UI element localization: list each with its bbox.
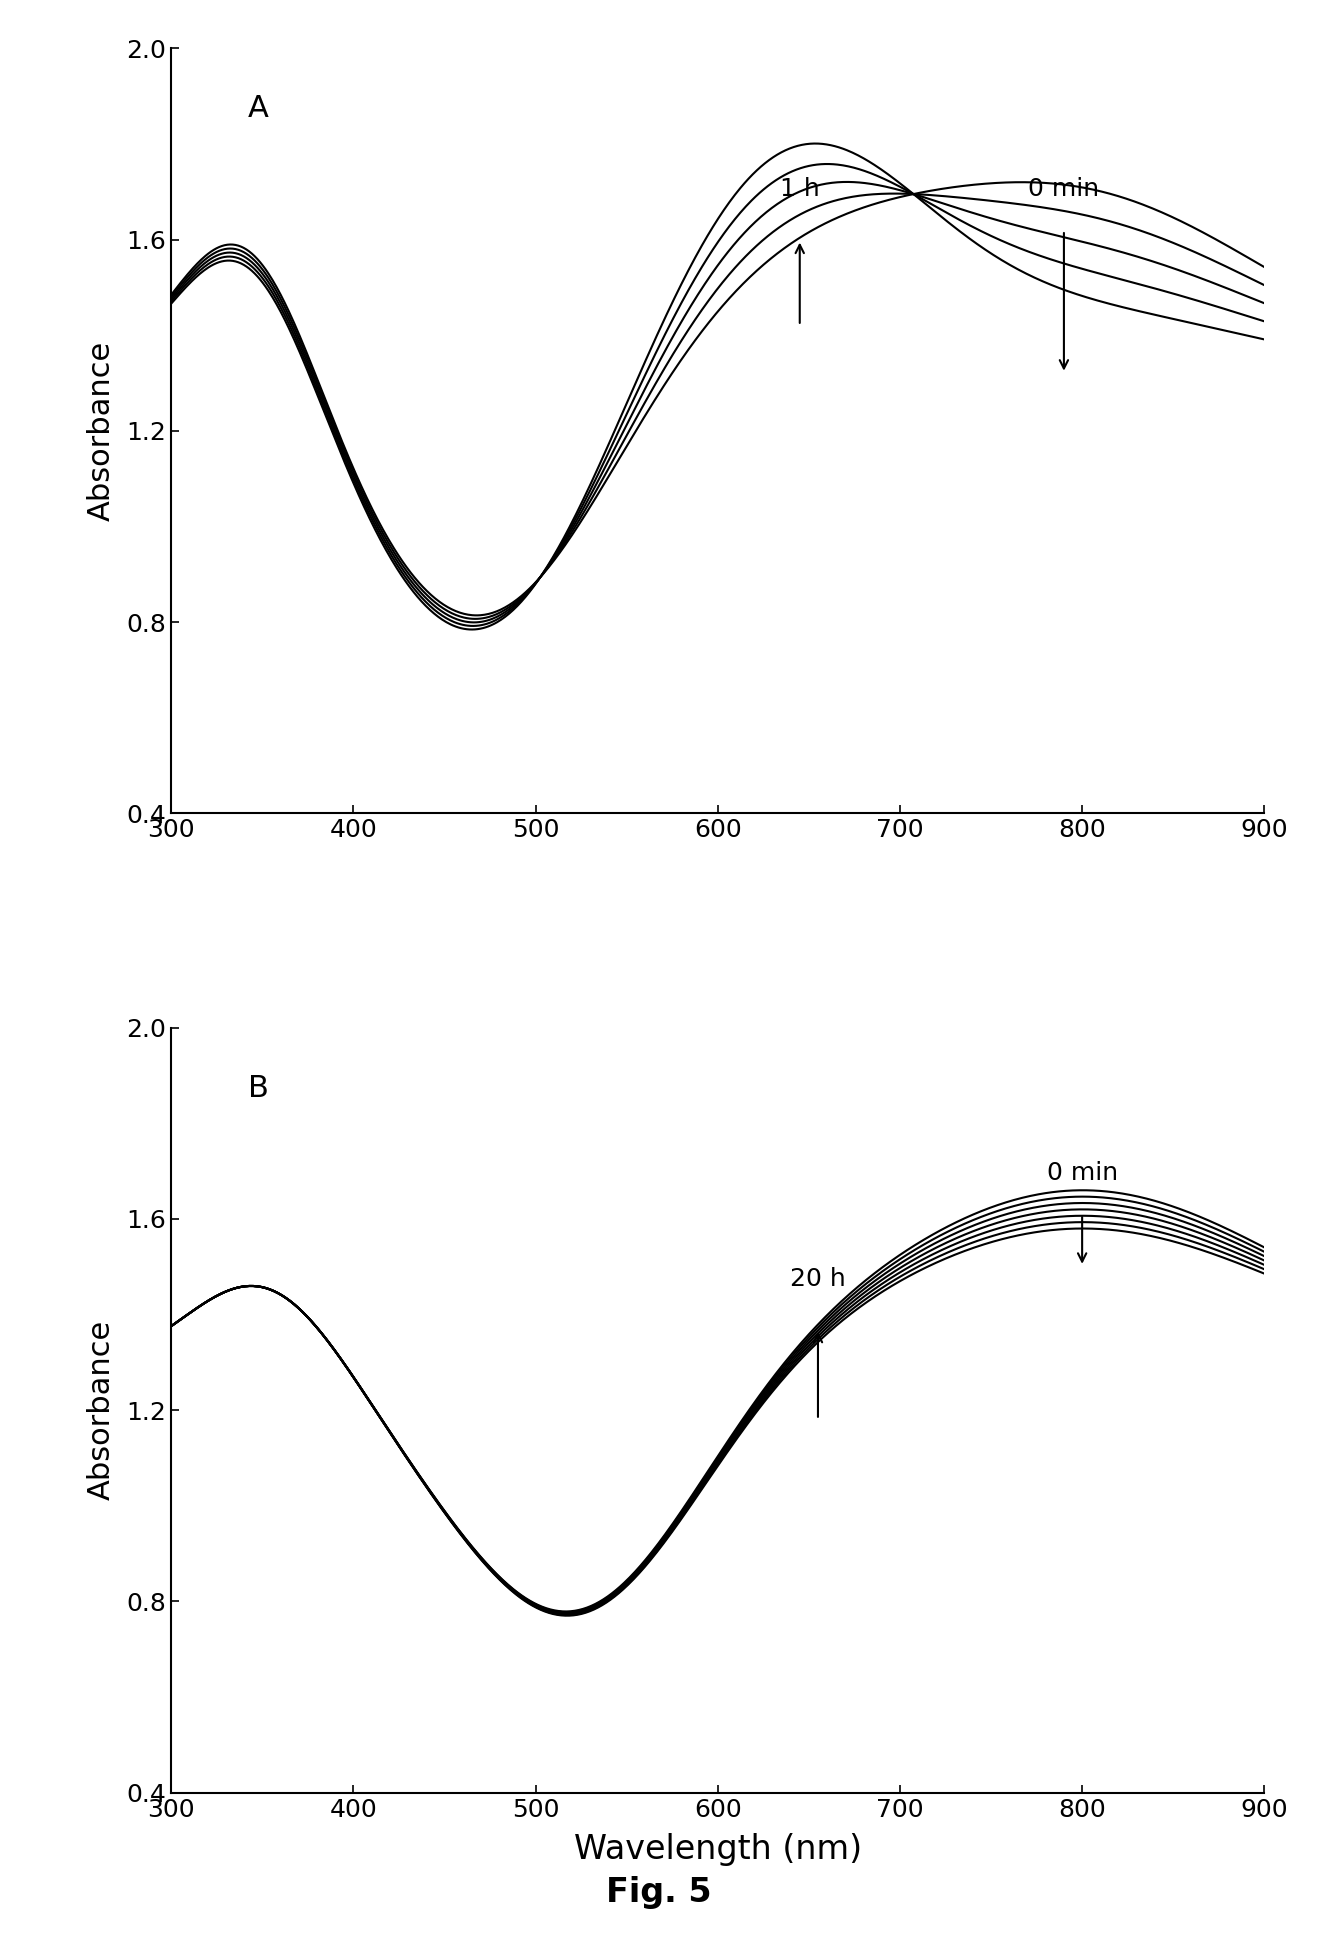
Text: 0 min: 0 min <box>1029 178 1100 202</box>
Y-axis label: Absorbance: Absorbance <box>87 341 116 521</box>
Text: 1 h: 1 h <box>780 178 819 202</box>
Text: A: A <box>248 95 269 124</box>
Text: Fig. 5: Fig. 5 <box>606 1876 711 1909</box>
Text: 0 min: 0 min <box>1047 1161 1118 1186</box>
Text: B: B <box>248 1074 269 1103</box>
X-axis label: Wavelength (nm): Wavelength (nm) <box>574 1833 861 1866</box>
Text: 20 h: 20 h <box>790 1267 846 1291</box>
Y-axis label: Absorbance: Absorbance <box>87 1320 116 1500</box>
